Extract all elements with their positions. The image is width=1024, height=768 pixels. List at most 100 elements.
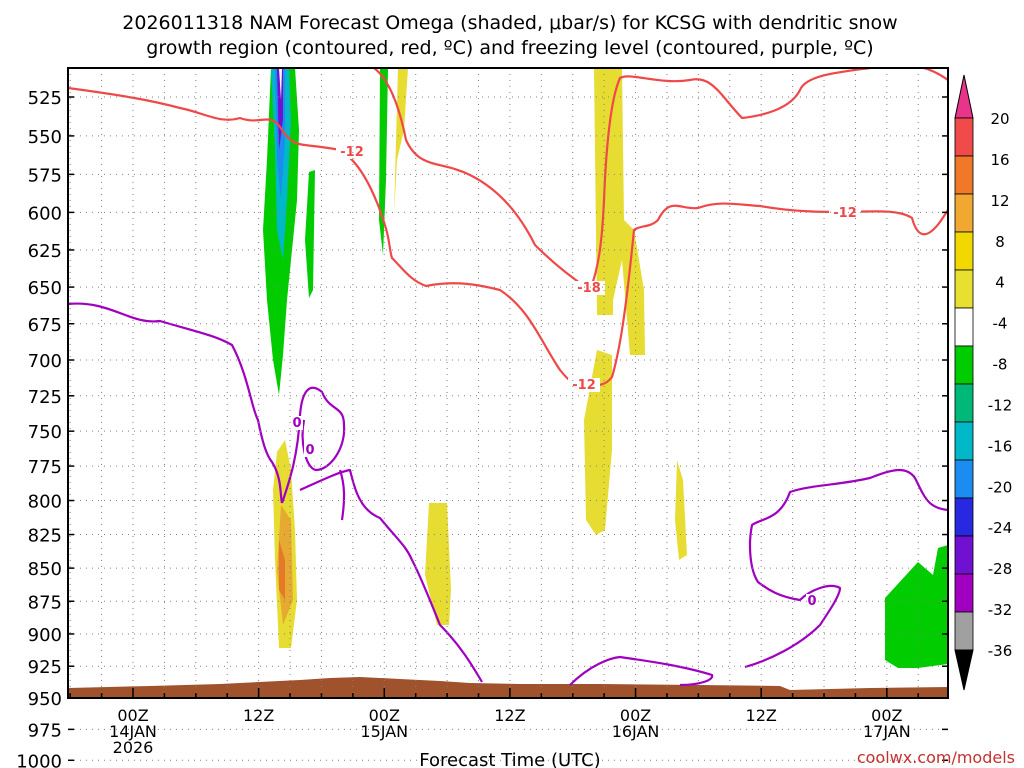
colorbar-segment-7 — [954, 383, 974, 423]
x-year-label-6: 2026 — [113, 738, 154, 757]
x-tick-label-6: 00Z — [117, 706, 148, 725]
x-axis-label: Forecast Time (UTC) — [419, 750, 600, 768]
x-date-label-6: 14JAN — [109, 722, 157, 741]
colorbar-segment-0 — [954, 117, 974, 157]
omega-white-core-12z14 — [279, 68, 282, 100]
omega-yellow-upper-16jan — [594, 68, 645, 355]
dgz-label-bg-0 — [336, 145, 368, 159]
plot-frame — [67, 67, 949, 699]
colorbar-label-11: -28 — [988, 560, 1013, 578]
grid-layer — [68, 68, 948, 761]
y-tick-label-900: 900 — [28, 625, 62, 646]
y-tick-label-650: 650 — [28, 278, 62, 299]
plot-area: -12-18-12-120005255505756006256506757007… — [16, 67, 1013, 768]
dgz-label-bg-2 — [568, 378, 600, 392]
y-tick-label-800: 800 — [28, 492, 62, 513]
freezing-contour-label-1: 0 — [305, 443, 314, 458]
dgz-contour-label-2: -12 — [572, 378, 596, 393]
freezing-contour-main-b — [299, 468, 483, 683]
y-tick-label-675: 675 — [28, 315, 62, 336]
y-tick-label-950: 950 — [28, 689, 62, 710]
omega-green-narrow-14jan — [305, 170, 315, 298]
colorbar-segment-8 — [954, 421, 974, 461]
colorbar-segment-10 — [954, 497, 974, 537]
colorbar-segment-5 — [954, 307, 974, 347]
x-tick-label-78: 00Z — [871, 706, 902, 725]
dgz-contour-label-1: -18 — [577, 281, 601, 296]
y-tick-label-1000: 1000 — [16, 751, 62, 768]
colorbar-segment-11 — [954, 535, 974, 575]
colorbar-label-3: 8 — [995, 233, 1005, 251]
chart-title-line1: 2026011318 NAM Forecast Omega (shaded, μ… — [122, 12, 897, 34]
colorbar-top-arrow — [954, 74, 974, 119]
colorbar-segment-9 — [954, 459, 974, 499]
colorbar-label-10: -24 — [988, 519, 1013, 537]
x-tick-label-54: 00Z — [620, 706, 651, 725]
terrain-surface — [68, 677, 948, 698]
colorbar-label-2: 12 — [990, 192, 1009, 210]
y-tick-label-975: 975 — [28, 720, 62, 741]
omega-yellow-mid-16jan — [584, 350, 612, 535]
y-tick-label-875: 875 — [28, 592, 62, 613]
colorbar-segment-1 — [954, 155, 974, 195]
x-tick-label-66: 12Z — [746, 706, 777, 725]
chart-title-line2: growth region (contoured, red, ºC) and f… — [146, 37, 873, 59]
y-tick-label-850: 850 — [28, 559, 62, 580]
x-date-label-54: 16JAN — [612, 722, 660, 741]
colorbar-segment-4 — [954, 269, 974, 309]
colorbar-segment-13 — [954, 611, 974, 651]
colorbar-segment-2 — [954, 193, 974, 233]
omega-yellow-small-16jan — [675, 460, 687, 560]
y-tick-label-825: 825 — [28, 526, 62, 547]
x-tick-label-42: 12Z — [494, 706, 525, 725]
colorbar-label-9: -20 — [988, 478, 1013, 496]
y-tick-label-925: 925 — [28, 657, 62, 678]
freezing-contour-main-a — [68, 302, 284, 504]
colorbar-label-4: 4 — [995, 274, 1005, 292]
dgz-label-bg-1 — [573, 281, 605, 295]
omega-red-core-12z14 — [279, 540, 285, 600]
omega-green-upper-00z15 — [379, 68, 388, 255]
y-tick-label-700: 700 — [28, 351, 62, 372]
colorbar-label-6: -8 — [993, 356, 1008, 374]
colorbar-segment-12 — [954, 573, 974, 613]
freezing-contour-loop — [280, 386, 346, 504]
colorbar-label-5: -4 — [993, 315, 1008, 333]
dgz-contour-label-3: -12 — [833, 206, 857, 221]
colorbar-label-12: -32 — [988, 601, 1013, 619]
x-date-label-78: 17JAN — [863, 722, 911, 741]
y-tick-label-725: 725 — [28, 387, 62, 408]
credit-text: coolwx.com/models — [857, 748, 1015, 767]
dgz-label-bg-3 — [829, 206, 861, 220]
freezing-contour-label-0: 0 — [292, 416, 301, 431]
y-tick-label-625: 625 — [28, 241, 62, 262]
colorbar-segment-6 — [954, 345, 974, 385]
y-tick-label-775: 775 — [28, 457, 62, 478]
x-tick-label-18: 12Z — [243, 706, 274, 725]
dgz-contour-upper — [373, 68, 948, 292]
omega-green-17jan — [885, 545, 948, 668]
dgz-contour-lower — [68, 86, 948, 390]
y-tick-label-525: 525 — [28, 88, 62, 109]
colorbar-label-0: 20 — [990, 110, 1009, 128]
colorbar-label-8: -16 — [988, 437, 1013, 455]
freezing-label-bg-1 — [304, 443, 316, 457]
colorbar-segment-3 — [954, 231, 974, 271]
y-tick-label-550: 550 — [28, 127, 62, 148]
x-date-label-30: 15JAN — [360, 722, 408, 741]
freezing-contour-spur — [338, 469, 346, 521]
colorbar-label-7: -12 — [988, 396, 1013, 414]
y-tick-label-575: 575 — [28, 165, 62, 186]
dgz-contour-label-0: -12 — [340, 145, 364, 160]
omega-yellow-lowlevel-15jan — [425, 503, 451, 625]
y-axis: 525 550 575 600 625 650 675 700 725 750 775 800 825 8… — [16, 88, 948, 768]
freezing-contour-bottom — [569, 655, 714, 687]
x-tick-label-30: 00Z — [369, 706, 400, 725]
freezing-contour-right — [744, 469, 948, 669]
colorbar: 20 16 12 8 4 -4 -8 -12 -16 -20 -24 -28 -32 -36 — [954, 74, 1013, 691]
freezing-label-bg-0 — [291, 416, 303, 430]
colorbar-bottom-arrow — [954, 649, 974, 691]
